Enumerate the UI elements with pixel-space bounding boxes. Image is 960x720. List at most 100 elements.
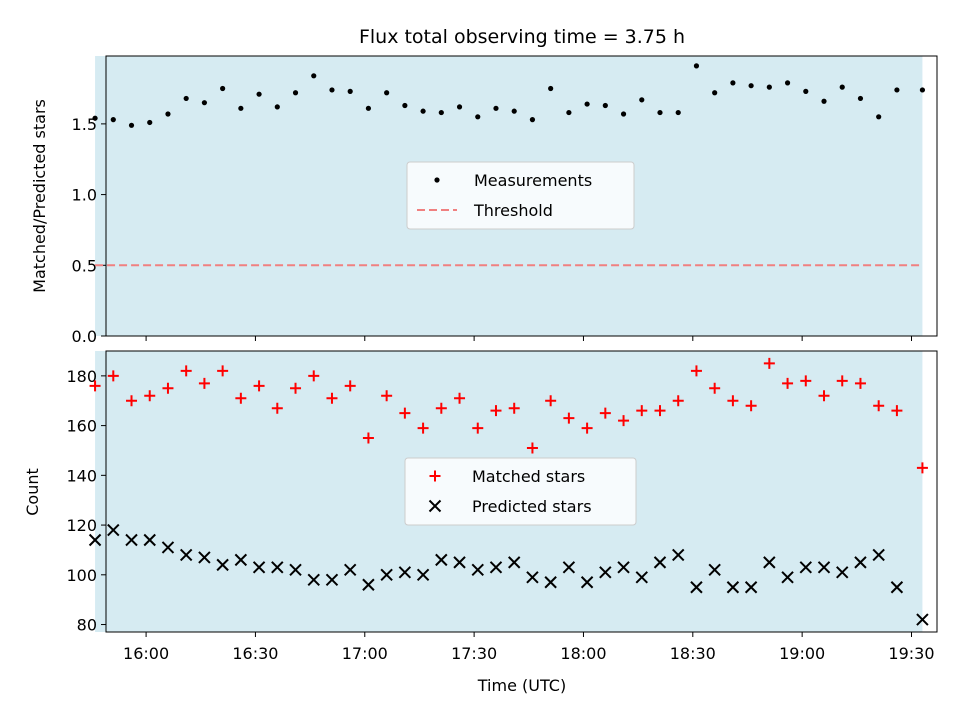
predicted-stars-point <box>216 558 229 572</box>
matched-stars-point <box>472 422 484 434</box>
matched-stars-point <box>399 407 411 419</box>
predicted-stars-point <box>799 561 812 574</box>
predicted-stars-point <box>289 563 302 577</box>
chart-title: Flux total observing time = 3.75 h <box>359 26 685 48</box>
legend-label: Threshold <box>473 201 553 220</box>
measurements-point <box>402 102 408 109</box>
matched-stars-point <box>235 392 247 404</box>
measurements-point <box>128 122 135 128</box>
measurements-point <box>894 87 900 93</box>
matched-stars-point <box>818 390 830 402</box>
legend-matched-stars-swatch <box>429 470 441 482</box>
measurements-point <box>839 84 845 90</box>
measurements-point <box>529 117 536 123</box>
y-tick-label: 100 <box>66 566 97 585</box>
measurements-point <box>919 87 926 93</box>
matched-stars-point <box>381 390 393 402</box>
matched-stars-point <box>308 370 320 382</box>
y-tick-label: 1.5 <box>72 115 97 134</box>
matched-stars-point <box>745 400 757 412</box>
matched-stars-point <box>107 370 119 382</box>
predicted-stars-point <box>489 561 503 574</box>
measurements-point <box>784 80 791 86</box>
predicted-stars-point <box>836 566 849 579</box>
predicted-stars-point <box>88 533 102 547</box>
measurements-point <box>548 85 554 92</box>
measurements-point <box>675 109 681 116</box>
measurements-point <box>475 114 481 120</box>
measurements-point <box>821 98 827 104</box>
predicted-stars-point <box>508 556 521 569</box>
predicted-stars-point <box>107 523 120 537</box>
predicted-stars-point <box>143 533 156 547</box>
predicted-stars-point <box>343 563 357 577</box>
legend-label: Matched stars <box>472 467 585 486</box>
y-tick-label: 0.0 <box>72 327 97 346</box>
matched-stars-point <box>144 390 156 402</box>
matched-stars-point <box>709 382 721 394</box>
matched-stars-point <box>782 377 794 389</box>
predicted-stars-point <box>817 561 831 574</box>
predicted-stars-point <box>690 581 703 594</box>
measurements-point <box>365 105 372 111</box>
measurements-point <box>274 104 280 110</box>
measurements-point <box>92 115 98 121</box>
predicted-stars-point <box>307 573 320 586</box>
predicted-stars-point <box>325 573 339 586</box>
count-panel: 80 100 120 140 160 180 16:00 16:30 17:00 17:30 18:… <box>66 350 938 663</box>
predicted-stars-point <box>234 553 248 567</box>
measurements-point <box>730 80 736 86</box>
measurements-point <box>620 111 627 117</box>
predicted-stars-point <box>617 561 630 574</box>
predicted-stars-point <box>872 548 885 562</box>
measurements-point <box>311 73 317 79</box>
x-tick-label: 17:30 <box>451 644 497 663</box>
axes-frame <box>105 55 938 337</box>
predicted-stars-point <box>916 613 929 626</box>
legend-measurements-swatch <box>434 177 440 183</box>
measurements-point <box>876 114 882 120</box>
x-tick-label: 19:30 <box>888 644 934 663</box>
legend-box <box>404 457 637 526</box>
matched-stars-point <box>800 375 812 387</box>
predicted-stars-point <box>161 541 175 554</box>
matched-stars-point <box>563 412 575 424</box>
predicted-stars-point <box>398 566 412 579</box>
legend-predicted-stars-swatch <box>428 499 442 513</box>
legend-label: Measurements <box>474 171 592 190</box>
measurements-point <box>748 83 754 89</box>
measurements-point <box>420 108 426 114</box>
predicted-stars-point <box>744 581 758 594</box>
matched-stars-point <box>162 382 174 394</box>
matched-stars-point <box>198 377 210 389</box>
matched-stars-point <box>126 395 138 407</box>
predicted-stars-point <box>763 556 776 569</box>
matched-stars-point <box>290 382 302 394</box>
matched-stars-point <box>490 405 502 417</box>
matched-stars-point <box>545 395 557 407</box>
measurements-point <box>693 63 700 69</box>
y-tick-label: 0.5 <box>72 256 97 275</box>
predicted-stars-point <box>653 556 667 569</box>
count-y-axis-label: Count <box>23 468 42 516</box>
matched-stars-point <box>253 380 265 392</box>
matched-stars-point <box>599 407 611 419</box>
y-tick-label: 1.0 <box>72 186 97 205</box>
x-tick-label: 18:00 <box>560 644 606 663</box>
x-axis-label: Time (UTC) <box>477 676 566 695</box>
predicted-stars-point <box>708 563 721 577</box>
predicted-stars-point <box>526 571 539 584</box>
matched-stars-point <box>454 392 466 404</box>
matched-stars-point <box>763 357 775 369</box>
axes-frame <box>105 350 938 633</box>
matched-stars-point <box>344 380 356 392</box>
measurements-point <box>238 105 244 111</box>
predicted-stars-point <box>599 566 612 579</box>
x-tick-label: 18:30 <box>670 644 716 663</box>
measurements-point <box>165 111 171 117</box>
measurements-point <box>347 88 353 94</box>
matched-stars-point <box>854 377 866 389</box>
measurements-point <box>456 104 463 110</box>
predicted-stars-point <box>179 548 193 562</box>
